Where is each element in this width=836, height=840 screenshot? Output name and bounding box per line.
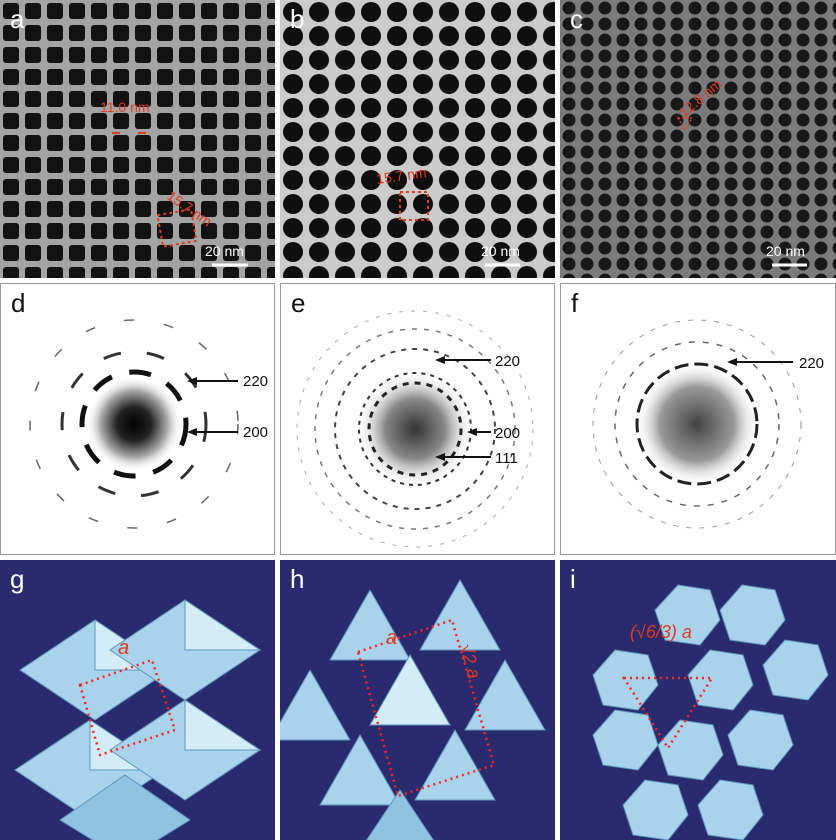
panel-label-i: i [570,564,576,594]
panel-label-d: d [11,288,26,318]
diffraction-pattern-d: 220 200 [29,319,268,529]
annotation-11nm: 11.0 nm [100,99,150,115]
annotation-15-7nm-b: 15.7 nm [375,164,427,187]
tem-image-c: 12.8 nm 20 nm [560,0,836,278]
tetrahedra-model-h: a √2 a [280,578,546,840]
octahedra-model-i: (√6/3) a [592,584,829,840]
panel-d-saed: 220 200 d [0,283,275,555]
panel-c-tem: 12.8 nm 20 nm c [560,0,836,278]
panel-label-g: g [10,564,25,594]
diffraction-pattern-f: 220 [592,319,824,529]
ring-label-220-d: 220 [243,373,268,390]
lattice-param-a-h: a [386,627,397,649]
panel-g-model: a g [0,560,275,840]
tem-image-b: 15.7 nm 20 nm [280,0,555,278]
panel-e-saed: 220 200 111 e [280,283,555,555]
panel-label-c: c [570,4,583,34]
panel-label-e: e [291,288,306,318]
panel-a-tem: 11.0 nm 15.7 nm 20 nm a [0,0,275,278]
diffraction-pattern-e: 220 200 111 [296,310,534,548]
panel-label-a: a [10,4,25,34]
panel-h-model: a √2 a h [280,560,555,840]
octahedra-model-g: a [14,599,262,840]
scalebar-label-b: 20 nm [481,243,520,259]
scalebar-label-c: 20 nm [766,243,805,259]
panel-label-f: f [571,288,579,318]
panel-f-saed: 220 f [560,283,836,555]
ring-label-200-d: 200 [243,424,268,441]
ring-label-220-f: 220 [799,355,824,372]
panel-i-model: (√6/3) a i [560,560,836,840]
octahedra-grid-g [14,599,262,840]
panel-b-tem: 15.7 nm 20 nm b [280,0,555,278]
octahedra-hex-i [592,584,829,840]
tem-image-a: 11.0 nm 15.7 nm 20 nm [0,0,275,278]
lattice-param-i: (√6/3) a [630,622,692,642]
ring-label-220-e: 220 [495,353,520,370]
panel-label-h: h [290,564,305,594]
panel-label-b: b [290,4,305,34]
scalebar-label-a: 20 nm [205,243,244,259]
ring-label-200-e: 200 [495,425,520,442]
lattice-param-a-g: a [118,637,129,659]
tetrahedra-grid-h [280,578,546,840]
ring-label-111-e: 111 [495,450,518,467]
